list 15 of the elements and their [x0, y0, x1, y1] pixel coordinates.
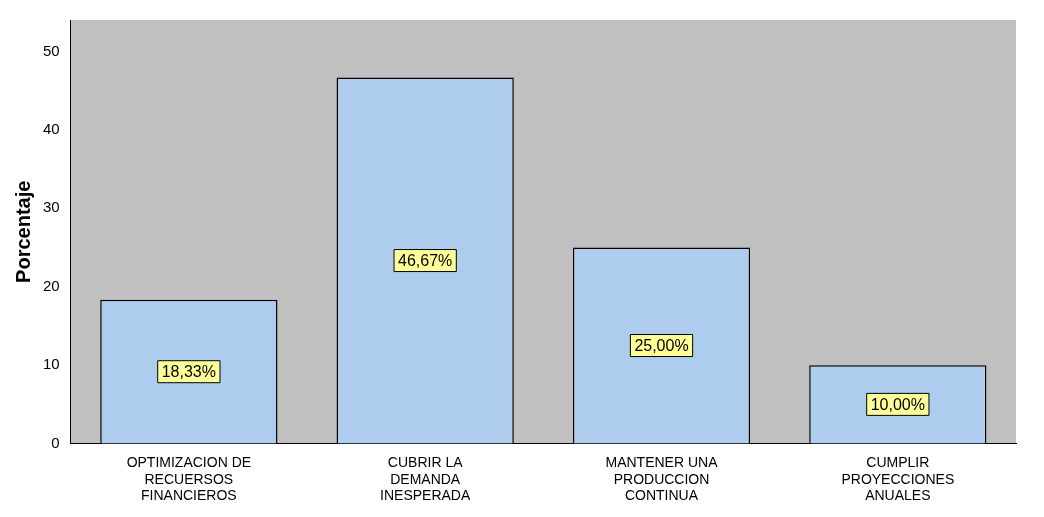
data-label: 10,00% [870, 395, 925, 413]
y-tick-label: 0 [51, 433, 60, 451]
data-label: 25,00% [634, 336, 689, 354]
data-label: 18,33% [161, 363, 216, 381]
x-tick-label: CUBRIR LA DEMANDA INESPERADA [380, 453, 471, 504]
y-axis-title: Porcentaje [11, 180, 34, 283]
x-tick-label: OPTIMIZACION DE RECUERSOS FINANCIEROS [126, 453, 252, 504]
y-tick-label: 40 [43, 119, 60, 137]
x-tick-label: MANTENER UNA PRODUCCION CONTINUA [605, 453, 719, 504]
y-tick-label: 30 [43, 198, 60, 216]
x-tick-label: CUMPLIR PROYECCIONES ANUALES [841, 453, 955, 504]
y-tick-label: 50 [43, 41, 60, 59]
data-label: 46,67% [398, 251, 453, 269]
y-tick-label: 10 [43, 355, 60, 373]
y-tick-label: 20 [43, 276, 60, 294]
